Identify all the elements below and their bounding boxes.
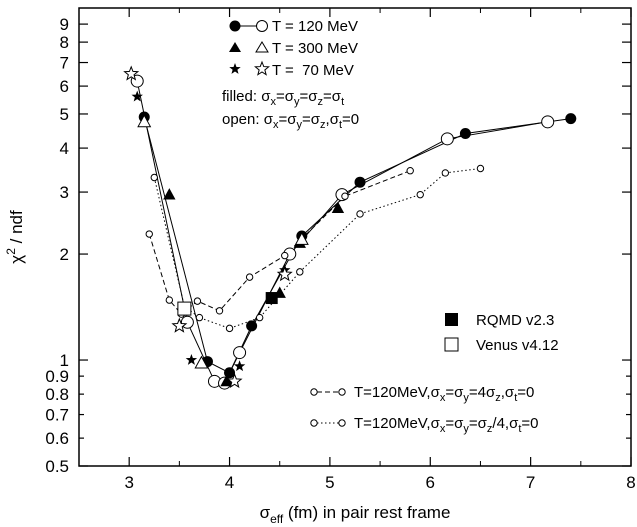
x-axis-label: σeff (fm) in pair rest frame bbox=[260, 503, 451, 526]
legend-dashed-entry: T=120MeV,σx=σy=4σz,σt=0 bbox=[354, 384, 534, 404]
data-point-open-circle bbox=[233, 346, 247, 360]
legend-filled-note: filled: σx=σy=σz=σt bbox=[222, 88, 344, 108]
legend-rqmd: RQMD v2.3 bbox=[476, 312, 554, 329]
legend-entry-t300: T = 300 MeV bbox=[272, 40, 358, 57]
y-tick-label: 6 bbox=[60, 77, 69, 96]
series-line bbox=[153, 168, 481, 329]
data-point-filled-star bbox=[131, 90, 143, 102]
y-tick-label: 0.6 bbox=[45, 429, 69, 448]
y-tick-label: 2 bbox=[60, 245, 69, 264]
data-point-filled-star bbox=[229, 63, 241, 74]
data-point-small-open-circle bbox=[225, 324, 234, 333]
data-point-small-open-circle bbox=[245, 273, 254, 281]
y-tick-label: 4 bbox=[60, 139, 69, 158]
data-point-small-open-circle bbox=[193, 297, 202, 305]
data-point-filled-circle bbox=[246, 320, 258, 332]
legend-bottom: T=120MeV,σx=σy=4σz,σt=0 T=120MeV,σx=σy=σ… bbox=[310, 384, 539, 435]
x-tick-label: 4 bbox=[225, 473, 234, 492]
x-tick-label: 5 bbox=[325, 473, 334, 492]
legend-dashed-open-circle-icon-2 bbox=[338, 388, 346, 396]
data-point-small-open-circle bbox=[165, 296, 174, 304]
data-point-small-open-circle bbox=[341, 192, 349, 200]
x-tick-label: 6 bbox=[426, 473, 435, 492]
data-point-small-open-circle bbox=[215, 307, 224, 315]
legend-filled-triangle-icon bbox=[229, 42, 241, 52]
data-point-small-open-circle bbox=[441, 169, 450, 177]
data-point-small-open-circle bbox=[195, 313, 204, 322]
data-point-open-triangle bbox=[137, 114, 152, 128]
data-point-open-triangle bbox=[294, 231, 309, 245]
y-tick-label: 5 bbox=[60, 105, 69, 124]
data-point-filled-square bbox=[265, 292, 278, 305]
data-point-small-open-circle bbox=[296, 268, 304, 276]
data-point-filled-circle bbox=[354, 176, 366, 188]
x-tick-label: 8 bbox=[626, 473, 635, 492]
legend-models: RQMD v2.3 Venus v4.12 bbox=[444, 312, 559, 354]
data-point-open-triangle bbox=[194, 355, 209, 369]
legend-open-square-icon bbox=[444, 337, 459, 352]
x-tick-label: 7 bbox=[526, 473, 535, 492]
y-axis-label: χ2 / ndf bbox=[4, 210, 26, 264]
data-point-open-circle bbox=[541, 115, 555, 129]
legend-star-icons bbox=[229, 60, 270, 76]
data-point-small-open-circle bbox=[281, 251, 289, 260]
data-point-small-open-circle bbox=[356, 210, 364, 218]
legend-open-triangle-icon bbox=[255, 41, 269, 53]
y-tick-label: 9 bbox=[60, 15, 69, 34]
data-point-filled-triangle bbox=[220, 374, 233, 387]
data-point-filled-circle bbox=[459, 128, 471, 140]
data-point-small-open-circle bbox=[145, 230, 153, 238]
data-point-small-open-circle bbox=[476, 164, 485, 173]
y-tick-label: 1 bbox=[60, 351, 69, 370]
data-point-open-circle bbox=[440, 132, 454, 146]
legend-top: T = 120 MeV T = 300 MeV T = 70 MeV fille… bbox=[222, 18, 359, 131]
legend-dotted-entry: T=120MeV,σx=σy=σz/4,σt=0 bbox=[354, 415, 539, 435]
legend-filled-square-icon bbox=[445, 313, 458, 326]
y-tick-label: 0.9 bbox=[45, 367, 69, 386]
data-point-open-square bbox=[177, 301, 192, 316]
legend-entry-t120: T = 120 MeV bbox=[272, 18, 358, 35]
series-line bbox=[143, 116, 571, 374]
plot-frame bbox=[78, 7, 632, 467]
data-point-open-star bbox=[123, 65, 140, 81]
legend-open-note: open: σx=σy=σz,σt=0 bbox=[222, 111, 359, 131]
legend-open-circle-icon bbox=[256, 20, 268, 32]
data-point-filled-triangle bbox=[331, 201, 345, 214]
y-tick-label: 3 bbox=[60, 183, 69, 202]
legend-entry-t70: T = 70 MeV bbox=[272, 62, 354, 79]
data-point-open-star bbox=[226, 372, 243, 389]
y-tick-label: 7 bbox=[60, 54, 69, 73]
data-point-open-star bbox=[276, 266, 293, 282]
legend-dotted-open-circle-icon-2 bbox=[338, 419, 346, 427]
y-tick-label: 8 bbox=[60, 33, 69, 52]
data-point-open-star bbox=[254, 60, 270, 76]
data-point-small-open-circle bbox=[406, 167, 414, 175]
legend-venus: Venus v4.12 bbox=[476, 337, 559, 354]
series-markers bbox=[123, 65, 577, 390]
data-point-small-open-circle bbox=[416, 190, 424, 199]
y-tick-label: 0.8 bbox=[45, 385, 69, 404]
y-tick-label: 0.5 bbox=[45, 457, 69, 476]
data-point-open-star bbox=[171, 317, 188, 333]
data-point-small-open-circle bbox=[150, 173, 158, 182]
y-tick-label: 0.7 bbox=[45, 406, 69, 425]
data-point-filled-star bbox=[185, 354, 198, 365]
data-point-filled-triangle bbox=[163, 188, 176, 200]
data-point-filled-circle bbox=[565, 113, 577, 125]
legend-dotted-open-circle-icon bbox=[310, 419, 318, 427]
data-point-filled-star bbox=[233, 360, 246, 372]
data-point-small-open-circle bbox=[255, 313, 264, 322]
x-tick-label: 3 bbox=[124, 473, 133, 492]
legend-dashed-open-circle-icon bbox=[310, 388, 318, 396]
